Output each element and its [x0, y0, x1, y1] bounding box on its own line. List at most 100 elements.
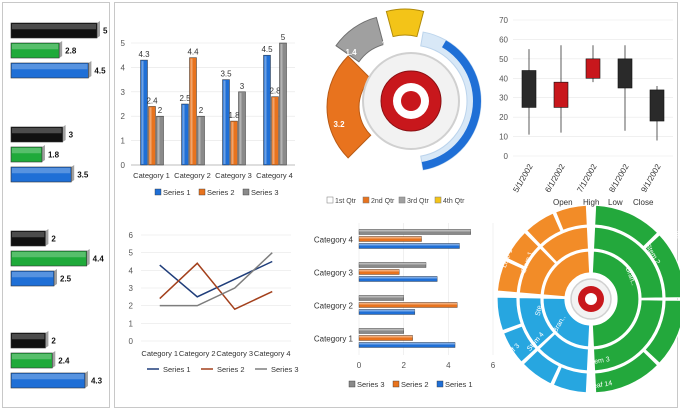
y-tick-label: 40 [499, 74, 508, 83]
bar-side [52, 351, 56, 368]
y-tick-label: 60 [499, 35, 508, 44]
bar-label: 2 [51, 235, 56, 244]
bar-label: 2.8 [65, 47, 77, 56]
sunburst-segment [552, 365, 589, 394]
bar-side [54, 269, 57, 286]
bar-side [84, 371, 88, 388]
bar-group-1: 5 2.8 4.5 [10, 21, 108, 79]
slice-4th-qtr [385, 8, 425, 38]
y-tick-label: 4 [129, 266, 134, 275]
y-tick-label: 3 [129, 284, 134, 293]
category-label: Category 2 [174, 171, 211, 180]
hbar [358, 295, 404, 301]
x-tick-label: 4 [446, 361, 451, 370]
legend-swatch [362, 196, 370, 204]
doughnut-center-core [401, 91, 421, 111]
bar-label: 1.8 [48, 151, 60, 160]
hbar [358, 229, 471, 235]
column-bar [140, 59, 148, 166]
line-series-2 [159, 262, 273, 311]
y-tick-label: 5 [121, 39, 126, 48]
sunburst-segment [538, 332, 590, 372]
legend-label: Series 2 [207, 188, 235, 197]
bar-chart: 0 2 4 6 Category 1 Category 2 Category 3 Catego… [314, 223, 496, 389]
slice-1st-qtr [421, 40, 481, 170]
slice-2nd-qtr [326, 55, 372, 159]
bar-side [41, 145, 45, 162]
column-bar [230, 120, 238, 166]
y-tick-label: 3 [121, 88, 126, 97]
x-tick-label: 6/1/2002 [543, 162, 567, 194]
column-bar-shine [149, 107, 152, 164]
column-bar-shine [157, 117, 160, 164]
data-label: 5 [281, 33, 286, 42]
legend-label: Series 2 [217, 365, 245, 374]
legend-swatch [326, 196, 334, 204]
y-tick-label: 50 [499, 55, 508, 64]
column-bar [189, 57, 197, 166]
sunburst-label: Ste.. [535, 301, 544, 316]
y-tick-label: 2 [121, 112, 126, 121]
column-bar-shine [198, 117, 201, 164]
legend-swatch [398, 196, 406, 204]
column-bar [148, 106, 156, 166]
slice-label: 3.2 [333, 120, 345, 129]
data-label: 3 [240, 82, 245, 91]
legend-label: Series 3 [251, 188, 279, 197]
bar-label: 2 [51, 337, 56, 346]
sunburst-segment [522, 349, 561, 385]
legend-label: Series 2 [401, 380, 429, 389]
category-label: Category 3 [215, 171, 252, 180]
hbar [358, 276, 438, 282]
sunburst-segment [518, 247, 557, 296]
data-label: 2.5 [179, 94, 191, 103]
data-label: 4.4 [187, 48, 199, 57]
category-label: Category 4 [254, 349, 291, 358]
legend-label: Series 3 [271, 365, 299, 374]
sunburst-segment [593, 350, 659, 394]
category-label: Category 2 [314, 302, 354, 311]
candle-body [553, 81, 569, 108]
column-bar [222, 79, 230, 166]
candle-body [521, 70, 537, 108]
hbar-shine [359, 343, 456, 345]
candle-body [617, 58, 633, 89]
category-label: Category 1 [314, 335, 354, 344]
candle-body [585, 58, 601, 79]
bar-group-4: 2 2.4 4.3 [10, 331, 103, 389]
legend-label: Series 1 [445, 380, 473, 389]
hbar [358, 269, 400, 275]
category-label: Category 3 [216, 349, 253, 358]
legend-swatch [392, 380, 400, 388]
column-bar-shine [141, 61, 144, 164]
x-tick-label: 6 [491, 361, 496, 370]
bar-series2-group2-highlight [12, 148, 41, 154]
bar-label: 3 [69, 131, 74, 140]
column-bar-shine [280, 44, 283, 164]
bar-side [71, 165, 75, 182]
hbar-shine [359, 310, 415, 312]
y-tick-label: 5 [129, 249, 134, 258]
legend-label: Series 3 [357, 380, 385, 389]
line-chart: 0 1 2 3 4 5 6 Category 1 Category 2 Category 3 Cat… [129, 231, 299, 374]
hbar-shine [359, 296, 404, 298]
slice-label: 1.4 [345, 48, 357, 57]
line-series-1 [159, 260, 273, 298]
slice-label: 1.2 [381, 40, 393, 49]
sunburst-segment [542, 250, 591, 298]
data-label: 3.5 [220, 70, 232, 79]
x-tick-label: 2 [401, 361, 406, 370]
legend-label: 1st Qtr [335, 198, 357, 205]
legend-swatch [242, 188, 250, 196]
bar-side [59, 41, 63, 58]
sunburst-label: Stem 3 [587, 356, 610, 367]
column-bar-shine [272, 97, 275, 164]
column-bar-shine [182, 105, 185, 164]
bar-side [45, 331, 49, 348]
sunburst-segment [496, 296, 523, 332]
hbar [358, 342, 456, 348]
bar-group-3: 2 4.4 2.5 [10, 229, 104, 287]
legend-label: Series 1 [163, 365, 191, 374]
bar-label: 3.5 [77, 171, 89, 180]
sunburst-label: Leaf 4 [670, 226, 680, 246]
